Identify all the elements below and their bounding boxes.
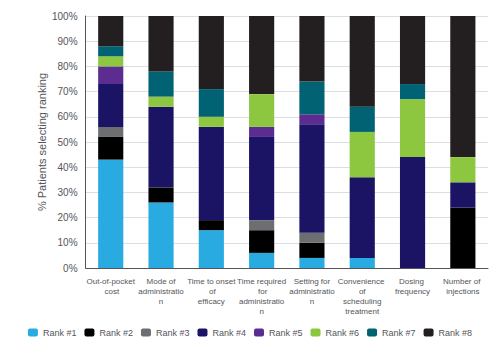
svg-text:Rank #6: Rank #6 [326, 328, 360, 338]
svg-text:Dosing: Dosing [399, 277, 426, 286]
svg-text:40%: 40% [58, 162, 78, 173]
svg-text:Setting for: Setting for [294, 277, 331, 286]
svg-text:Rank #1: Rank #1 [43, 328, 77, 338]
svg-text:injections: injections [446, 287, 479, 296]
svg-text:Rank #5: Rank #5 [269, 328, 303, 338]
svg-text:administratio: administratio [138, 287, 184, 296]
svg-text:efficacy: efficacy [198, 297, 225, 306]
svg-text:20%: 20% [58, 212, 78, 223]
svg-text:Rank #4: Rank #4 [212, 328, 246, 338]
svg-text:0%: 0% [63, 263, 78, 274]
svg-text:n: n [310, 297, 314, 306]
svg-text:10%: 10% [58, 237, 78, 248]
svg-text:90%: 90% [58, 36, 78, 47]
svg-text:50%: 50% [58, 137, 78, 148]
svg-text:Rank #2: Rank #2 [99, 328, 133, 338]
svg-text:n: n [259, 307, 263, 316]
svg-text:for: for [256, 287, 268, 296]
svg-text:of: of [207, 287, 217, 296]
svg-text:Number of: Number of [443, 277, 483, 286]
svg-text:Time to onset: Time to onset [187, 277, 236, 286]
svg-text:treatment: treatment [345, 307, 380, 316]
svg-text:70%: 70% [58, 86, 78, 97]
svg-text:Rank #8: Rank #8 [439, 328, 473, 338]
svg-text:Convenience: Convenience [338, 277, 387, 286]
svg-text:Out-of-pocket: Out-of-pocket [86, 277, 135, 286]
svg-text:80%: 80% [58, 61, 78, 72]
svg-text:100%: 100% [52, 11, 78, 22]
svg-text:Time required: Time required [237, 277, 286, 286]
svg-text:30%: 30% [58, 187, 78, 198]
svg-text:Rank #7: Rank #7 [382, 328, 416, 338]
svg-text:n: n [159, 297, 163, 306]
svg-text:of: of [359, 287, 366, 296]
svg-text:Mode of: Mode of [147, 277, 177, 286]
svg-text:scheduling: scheduling [343, 297, 381, 306]
svg-text:Rank #3: Rank #3 [156, 328, 190, 338]
svg-text:60%: 60% [58, 111, 78, 122]
svg-text:administratio: administratio [289, 287, 335, 296]
svg-text:frequency: frequency [395, 287, 430, 296]
svg-text:administratio: administratio [239, 297, 285, 306]
svg-text:cost: cost [102, 287, 120, 296]
svg-text:% Patients selecting ranking: % Patients selecting ranking [36, 73, 48, 211]
